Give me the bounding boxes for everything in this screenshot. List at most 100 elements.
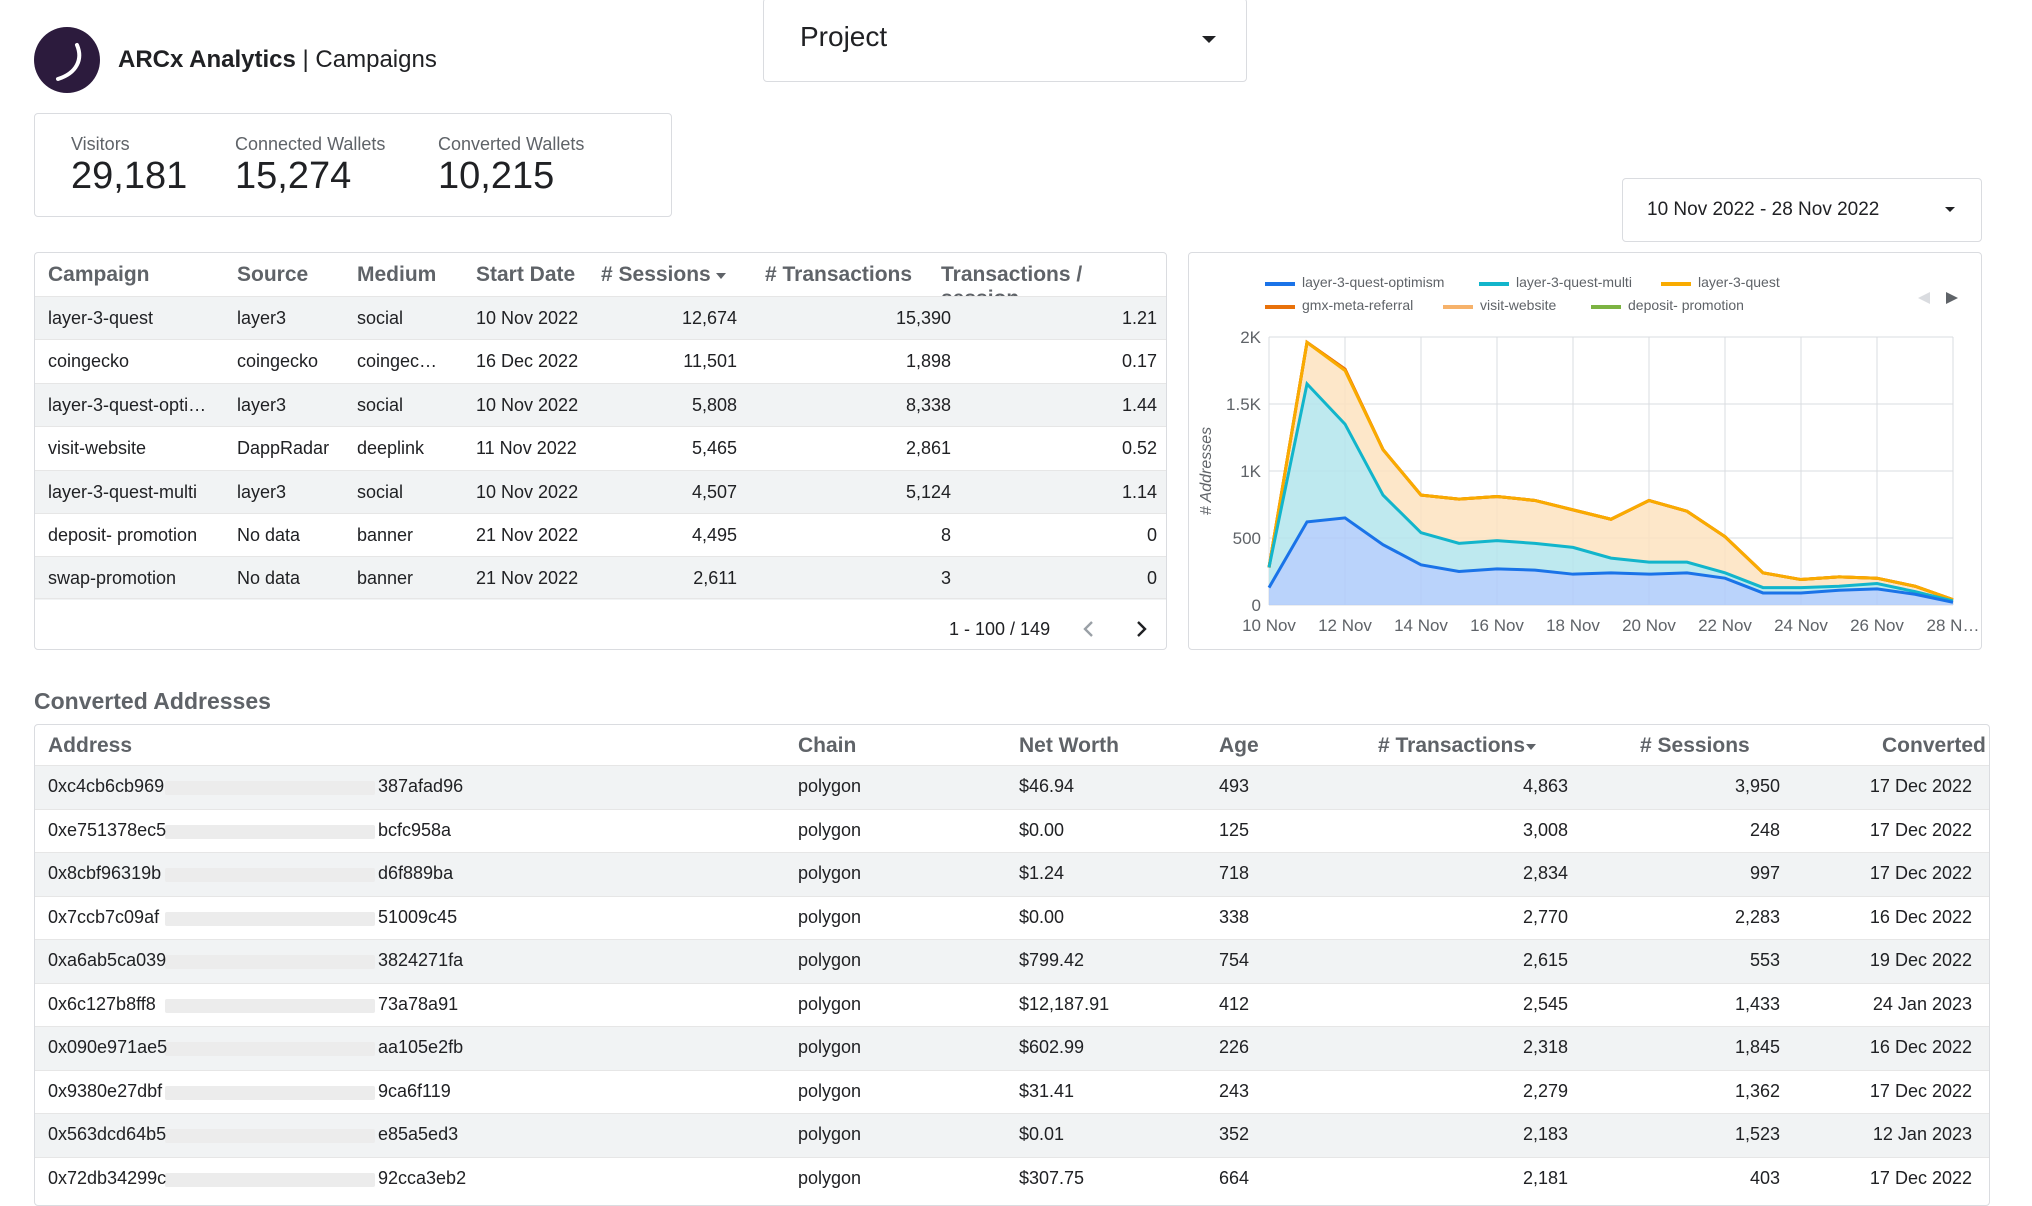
col-header-age[interactable]: Age (1219, 734, 1259, 757)
cell-address-end: 51009c45 (378, 906, 458, 927)
legend-label: deposit- promotion (1628, 297, 1744, 313)
series-line-layer-3-quest-optimism[interactable] (1267, 516, 1954, 604)
cell-sessions: 4,507 (691, 481, 737, 502)
cell-net-worth: $602.99 (1019, 1037, 1085, 1057)
col-header-medium[interactable]: Medium (357, 263, 437, 286)
col-header-campaign[interactable]: Campaign (48, 263, 150, 286)
cell-net-worth: $799.42 (1019, 950, 1085, 970)
table-row[interactable]: 0xe751378ec5 bcfc958a polygon $0.00 125 3,008… (35, 808, 1989, 853)
cell-campaign: layer-3-quest-opti… (48, 394, 207, 415)
sort-descending-icon[interactable] (1526, 744, 1536, 750)
cell-sessions: 1,523 (1734, 1124, 1780, 1144)
cell-start-date: 10 Nov 2022 (476, 308, 579, 328)
cell-net-worth: $1.24 (1019, 863, 1065, 883)
legend-item[interactable]: gmx-meta-referral (1265, 297, 1413, 313)
cell-sessions: 11,501 (683, 351, 737, 372)
cell-net-worth: $31.41 (1019, 1080, 1075, 1101)
cell-transactions: 3,008 (1522, 819, 1568, 840)
table-row[interactable]: visit-website DappRadar deeplink 11 Nov 202… (35, 426, 1166, 470)
legend-item[interactable]: layer-3-quest (1661, 274, 1780, 290)
cell-start-date: 16 Dec 2022 (476, 351, 579, 372)
series-area-layer-3-quest-optimism[interactable] (1269, 517, 1953, 605)
table-row[interactable]: layer-3-quest-opti… layer3 social 10 Nov 20… (35, 382, 1166, 427)
campaigns-table: Campaign Source Medium Start Date # Sess… (34, 252, 1167, 650)
table-row[interactable]: 0x563dcd64b5 e85a5ed3 polygon $0.01 352 2,183… (35, 1113, 1989, 1157)
legend-item[interactable]: layer-3-quest-optimism (1265, 274, 1444, 290)
cell-medium: social (357, 481, 404, 502)
col-header-chain[interactable]: Chain (798, 734, 857, 757)
legend-item[interactable]: visit-website (1443, 297, 1556, 313)
date-range-picker[interactable]: 10 Nov 2022 - 28 Nov 2022 (1622, 178, 1982, 242)
col-header-start-date[interactable]: Start Date (476, 263, 576, 286)
legend-swatch (1479, 282, 1509, 286)
table-row[interactable]: 0xc4cb6cb969 387afad96 polygon $46.94 493 4,8… (35, 765, 1989, 809)
project-dropdown[interactable]: Project (763, 0, 1247, 82)
cell-sessions: 2,611 (693, 568, 737, 589)
col-header-converted[interactable]: Converted (1882, 734, 1986, 757)
cell-source: coingecko (237, 351, 319, 372)
cell-transactions: 2,279 (1522, 1080, 1568, 1101)
cell-transactions-per-session: 0 (1146, 525, 1157, 545)
cell-source: layer3 (237, 394, 287, 415)
table-row[interactable]: 0x6c127b8ff8 73a78a91 polygon $12,187.91 412… (35, 982, 1989, 1027)
cell-chain: polygon (798, 863, 862, 883)
cell-medium: banner (357, 525, 414, 545)
page-name: Campaigns (315, 46, 437, 73)
table-row[interactable]: 0x72db34299c 92cca3eb2 polygon $307.75 664 2,… (35, 1156, 1989, 1201)
cell-address-end: 92cca3eb2 (378, 1167, 467, 1188)
cell-sessions: 1,362 (1734, 1080, 1780, 1101)
x-tick-label: 14 Nov (1394, 616, 1448, 635)
legend-label: gmx-meta-referral (1302, 297, 1413, 313)
cell-transactions: 8,338 (905, 394, 951, 415)
col-header-net-worth[interactable]: Net Worth (1019, 734, 1119, 757)
table-row[interactable]: layer-3-quest-multi layer3 social 10 Nov 20… (35, 469, 1166, 514)
cell-sessions: 5,808 (691, 394, 737, 415)
cell-transactions: 3 (940, 568, 951, 589)
col-header-address[interactable]: Address (48, 734, 133, 757)
cell-start-date: 10 Nov 2022 (476, 481, 579, 502)
col-header-transactions[interactable]: # Transactions (765, 263, 913, 286)
col-header-source[interactable]: Source (237, 263, 309, 286)
cell-start-date: 11 Nov 2022 (476, 438, 577, 459)
table-row[interactable]: layer-3-quest layer3 social 10 Nov 2022 12,6… (35, 296, 1166, 340)
next-page-button[interactable] (1127, 615, 1155, 643)
address-redaction (165, 1042, 375, 1056)
x-tick-label: 20 Nov (1622, 616, 1676, 635)
legend-item[interactable]: deposit- promotion (1591, 297, 1744, 313)
cell-transactions: 2,770 (1522, 906, 1568, 927)
table-row[interactable]: 0x090e971ae5 aa105e2fb polygon $602.99 226 2,… (35, 1026, 1989, 1070)
table-row[interactable]: deposit- promotion No data banner 21 Nov 20… (35, 513, 1166, 557)
cell-converted: 24 Jan 2023 (1872, 993, 1972, 1014)
cell-transactions: 2,545 (1522, 993, 1568, 1014)
table-row[interactable]: swap-promotion No data banner 21 Nov 2022 2,… (35, 556, 1166, 601)
legend-label: layer-3-quest-multi (1516, 274, 1632, 290)
series-area-layer-3-quest-multi[interactable] (1269, 383, 1953, 603)
sort-descending-icon[interactable] (716, 273, 726, 279)
col-header-sessions[interactable]: # Sessions (1640, 734, 1750, 757)
legend-next-icon[interactable] (1946, 292, 1958, 304)
project-dropdown-label: Project (800, 21, 888, 52)
legend-prev-icon[interactable] (1918, 292, 1930, 304)
table-row[interactable]: coingecko coingecko coingec… 16 Dec 2022 11,… (35, 339, 1166, 383)
cell-medium: banner (357, 568, 414, 589)
cell-source: No data (237, 525, 301, 545)
cell-address-end: 9ca6f119 (378, 1080, 451, 1101)
col-header-transactions[interactable]: # Transactions (1378, 734, 1526, 757)
table-row[interactable]: 0x8cbf96319b d6f889ba polygon $1.24 718 2,834… (35, 852, 1989, 896)
previous-page-button[interactable] (1075, 615, 1103, 643)
kpi-label: Converted Wallets (438, 134, 585, 154)
legend-swatch (1661, 282, 1691, 286)
table-row[interactable]: 0xa6ab5ca039 3824271fa polygon $799.42 754 2,… (35, 939, 1989, 983)
table-row[interactable]: 0x9380e27dbf 9ca6f119 polygon $31.41 243 2,27… (35, 1069, 1989, 1114)
legend-label: visit-website (1480, 297, 1556, 313)
col-header-sessions[interactable]: # Sessions (601, 263, 711, 286)
table-row[interactable]: 0x7ccb7c09af 51009c45 polygon $0.00 338 2,770… (35, 895, 1989, 940)
cell-medium: deeplink (357, 438, 425, 459)
cell-transactions: 8 (940, 525, 951, 545)
legend-item[interactable]: layer-3-quest-multi (1479, 274, 1632, 290)
series-line-layer-3-quest-multi[interactable] (1267, 380, 1954, 603)
series-line-layer-3-quest[interactable] (1267, 339, 1954, 602)
cell-converted: 17 Dec 2022 (1869, 1080, 1972, 1101)
cell-chain: polygon (798, 1037, 862, 1057)
series-area-layer-3-quest[interactable] (1269, 342, 1953, 601)
